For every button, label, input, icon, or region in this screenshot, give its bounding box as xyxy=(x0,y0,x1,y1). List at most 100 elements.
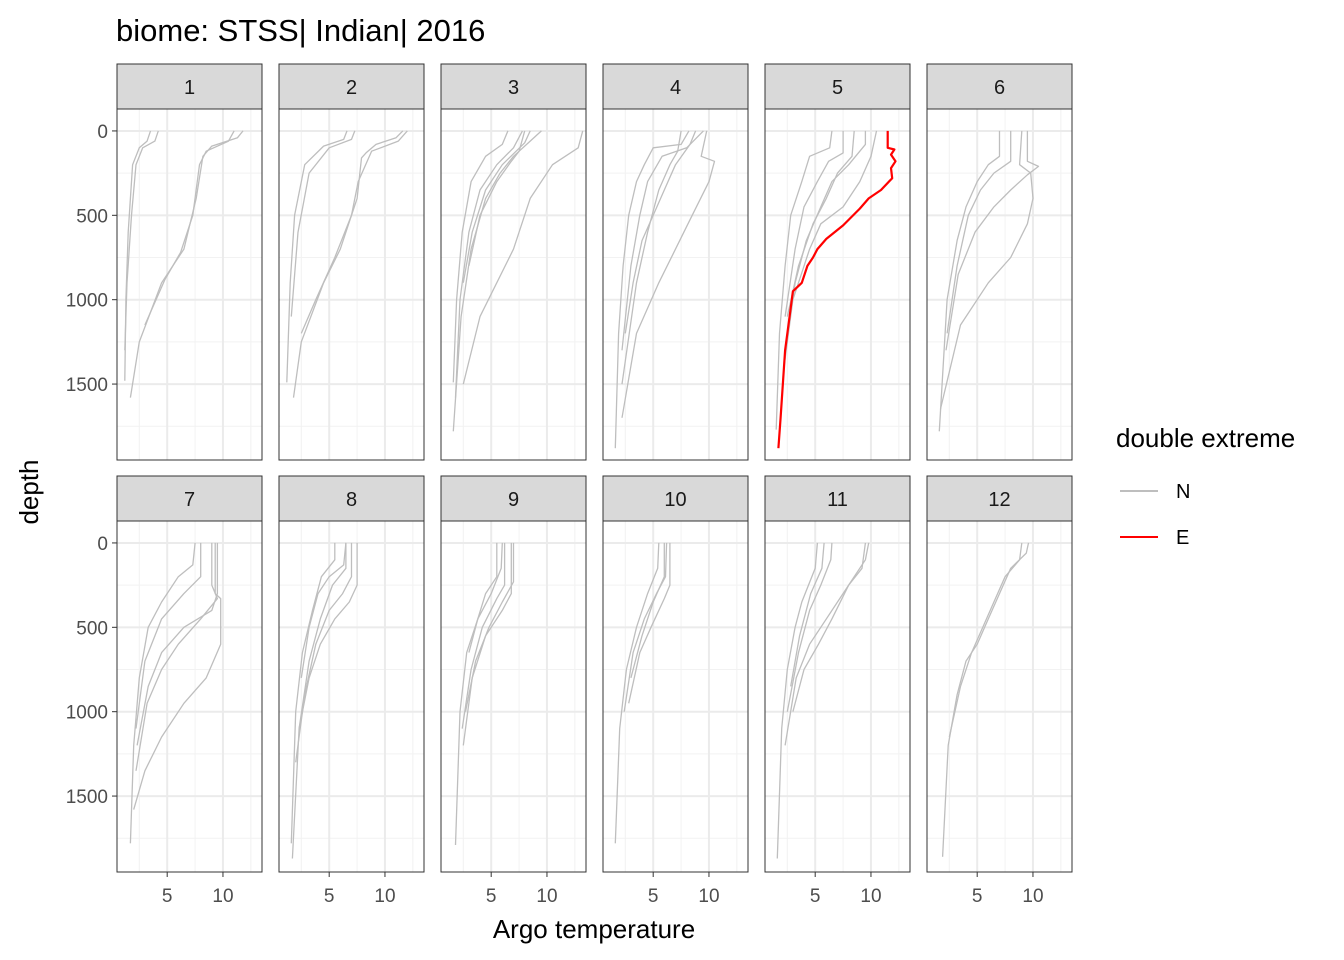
profile-line-normal xyxy=(775,130,833,430)
profile-line-normal xyxy=(290,542,336,844)
profile-line-normal xyxy=(468,130,526,267)
profile-line-normal xyxy=(135,542,202,729)
facet-panel-4: 4 xyxy=(602,63,749,461)
profile-line-normal xyxy=(462,130,531,283)
panel-background xyxy=(117,109,262,460)
panel-border xyxy=(926,108,1073,461)
profile-line-normal xyxy=(286,130,348,383)
profile-line-normal xyxy=(945,130,1040,351)
profile-line-normal xyxy=(144,130,235,326)
profile-line-normal xyxy=(621,130,682,385)
x-tick-label: 10 xyxy=(1022,886,1043,907)
profile-line-normal xyxy=(784,130,844,317)
panel-background xyxy=(927,109,1072,460)
facet-strip xyxy=(602,475,749,522)
x-tick-label: 5 xyxy=(810,886,821,907)
profile-line-normal xyxy=(776,542,819,859)
facet-strip-label: 9 xyxy=(508,489,519,511)
panel-border xyxy=(440,108,587,461)
profile-line-normal xyxy=(452,130,542,432)
facet-strip xyxy=(926,63,1073,110)
profile-line-normal xyxy=(623,542,668,712)
facet-strip xyxy=(764,63,911,110)
profile-line-normal xyxy=(621,130,704,351)
legend-label-e: E xyxy=(1176,527,1189,549)
x-tick-label: 5 xyxy=(972,886,983,907)
profile-line-normal xyxy=(939,130,1034,410)
profile-line-normal xyxy=(129,542,196,844)
profile-line-normal xyxy=(621,130,716,418)
profile-line-normal xyxy=(468,542,503,653)
facet-strip-label: 10 xyxy=(664,489,686,511)
x-tick-label: 10 xyxy=(212,886,233,907)
panel-border xyxy=(926,520,1073,873)
facet-strip-label: 6 xyxy=(994,77,1005,99)
profile-line-normal xyxy=(614,542,660,844)
panel-background xyxy=(765,521,910,872)
x-tick-label: 10 xyxy=(860,886,881,907)
panel-border xyxy=(602,520,749,873)
profile-line-normal xyxy=(298,542,358,729)
profile-line-normal xyxy=(290,130,356,317)
facet-strip xyxy=(926,475,1073,522)
facet-strip-label: 11 xyxy=(827,489,848,511)
facet-strip xyxy=(278,63,425,110)
facet-strip-label: 1 xyxy=(184,77,195,99)
panel-background xyxy=(603,109,748,460)
x-tick-label: 10 xyxy=(536,886,557,907)
panel-border xyxy=(278,108,425,461)
y-tick-label: 1000 xyxy=(66,703,108,724)
facet-panel-3: 3 xyxy=(440,63,587,461)
facet-strip xyxy=(764,475,911,522)
y-tick-label: 1500 xyxy=(66,787,108,808)
legend: double extreme N E xyxy=(1116,423,1295,549)
y-tick-label: 0 xyxy=(97,122,108,143)
facet-panel-7: 7 0 500 1000 1500 5 10 xyxy=(66,475,263,907)
profile-line-normal xyxy=(938,130,1001,432)
profile-line-normal xyxy=(454,130,523,398)
profile-line-normal xyxy=(300,542,347,678)
facet-strip xyxy=(602,63,749,110)
y-tick-label: 0 xyxy=(97,534,108,555)
profile-line-normal xyxy=(786,130,855,317)
panel-border xyxy=(116,108,263,461)
profile-line-normal xyxy=(790,542,825,687)
panel-background xyxy=(441,109,586,460)
legend-label-n: N xyxy=(1176,481,1190,503)
x-axis-title: Argo temperature xyxy=(493,914,695,944)
facet-panel-9: 9 5 10 xyxy=(440,475,587,907)
facet-panel-12: 12 5 10 xyxy=(926,475,1073,907)
facet-panel-10: 10 5 10 xyxy=(602,475,749,907)
facet-strip-label: 2 xyxy=(346,77,357,99)
facet-strip-label: 4 xyxy=(670,77,681,99)
panel-background xyxy=(279,109,424,460)
profile-line-normal xyxy=(624,130,697,334)
facet-panel-8: 8 5 10 xyxy=(278,475,425,907)
facet-strip xyxy=(278,475,425,522)
facet-panel-2: 2 xyxy=(278,63,425,461)
x-tick-label: 5 xyxy=(486,886,497,907)
profile-line-normal xyxy=(300,130,408,334)
facet-panel-11: 11 5 10 xyxy=(764,475,911,907)
facet-strip-label: 7 xyxy=(184,489,195,511)
profile-line-extreme xyxy=(777,130,897,449)
profile-line-normal xyxy=(946,130,1012,334)
profile-line-normal xyxy=(462,130,584,385)
panel-background xyxy=(765,109,910,460)
facet-strip xyxy=(440,63,587,110)
panel-border xyxy=(116,520,263,873)
panel-border xyxy=(440,520,587,873)
y-tick-label: 500 xyxy=(76,206,108,227)
facet-panel-6: 6 xyxy=(926,63,1073,461)
profile-line-normal xyxy=(462,542,512,746)
facet-strip xyxy=(440,475,587,522)
profile-line-normal xyxy=(948,542,1023,738)
x-tick-label: 10 xyxy=(374,886,395,907)
profile-line-normal xyxy=(133,542,222,810)
facet-strip xyxy=(116,475,263,522)
panel-background xyxy=(603,521,748,872)
profile-line-normal xyxy=(786,542,833,712)
profile-line-normal xyxy=(124,130,159,351)
